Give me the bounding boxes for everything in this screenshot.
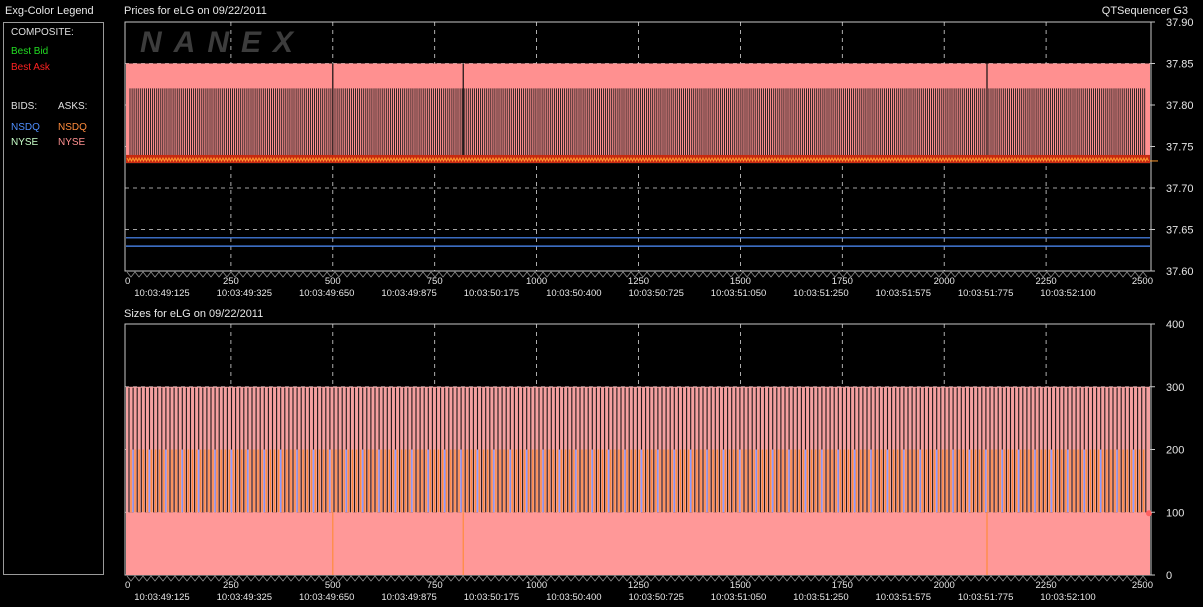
x-axis-ticks <box>126 575 1148 582</box>
ask-nyse-label: NYSE <box>58 137 86 148</box>
ask-nsdq-line <box>126 156 1149 163</box>
x-time-label: 10:03:50:175 <box>464 592 519 603</box>
x-tick-label: 1250 <box>628 580 649 591</box>
x-tick-label: 250 <box>223 580 239 591</box>
x-time-label: 10:03:51:250 <box>793 592 848 603</box>
x-time-label: 10:03:50:725 <box>628 288 683 299</box>
bid-nsdq-label: NSDQ <box>11 122 40 133</box>
x-time-label: 10:03:50:400 <box>546 592 601 603</box>
price-spikes <box>129 88 1146 160</box>
y-tick-label: 37.90 <box>1166 17 1194 29</box>
x-tick-label: 1500 <box>730 580 751 591</box>
x-tick-label: 2500 <box>1132 276 1153 287</box>
x-tick-label: 2000 <box>934 580 955 591</box>
y-tick-label: 37.65 <box>1166 225 1194 237</box>
x-tick-label: 0 <box>125 276 130 287</box>
best-ask-label: Best Ask <box>11 62 50 73</box>
price-chart-title: Prices for eLG on 09/22/2011 <box>124 5 267 17</box>
x-time-label: 10:03:49:650 <box>299 288 354 299</box>
y-tick-label: 37.70 <box>1166 183 1194 195</box>
x-time-label: 10:03:49:325 <box>217 288 272 299</box>
app-title: QTSequencer G3 <box>1101 5 1188 17</box>
x-tick-label: 500 <box>325 276 341 287</box>
y-tick-label: 37.80 <box>1166 100 1194 112</box>
y-tick-label: 37.75 <box>1166 142 1194 154</box>
x-tick-label: 1250 <box>628 276 649 287</box>
x-tick-label: 1750 <box>832 276 853 287</box>
x-tick-label: 2000 <box>934 276 955 287</box>
y-tick-label: 0 <box>1166 570 1172 582</box>
x-tick-label: 1000 <box>526 276 547 287</box>
x-tick-label: 750 <box>427 580 443 591</box>
x-time-label: 10:03:50:175 <box>464 288 519 299</box>
x-tick-label: 0 <box>125 580 130 591</box>
x-time-label: 10:03:49:325 <box>217 592 272 603</box>
x-time-label: 10:03:52:100 <box>1040 592 1095 603</box>
x-axis-ticks <box>126 271 1148 278</box>
size-base-area <box>126 512 1150 575</box>
x-tick-label: 2500 <box>1132 580 1153 591</box>
composite-label: COMPOSITE: <box>11 27 74 38</box>
x-time-label: 10:03:52:100 <box>1040 288 1095 299</box>
best-bid-label: Best Bid <box>11 46 49 57</box>
y-tick-label: 100 <box>1166 507 1184 519</box>
legend-title: Exg-Color Legend <box>5 5 94 17</box>
size-nsdq-bid-columns <box>132 449 1135 513</box>
x-tick-label: 500 <box>325 580 341 591</box>
x-time-label: 10:03:49:650 <box>299 592 354 603</box>
nanex-watermark: NANEX <box>140 26 305 59</box>
legend-panel: COMPOSITE: Best Bid Best Ask BIDS: ASKS:… <box>3 22 104 575</box>
x-time-label: 10:03:51:050 <box>711 288 766 299</box>
x-tick-label: 1750 <box>832 580 853 591</box>
x-time-label: 10:03:51:575 <box>876 288 931 299</box>
x-tick-label: 750 <box>427 276 443 287</box>
ask-nsdq-label: NSDQ <box>58 122 87 133</box>
x-time-label: 10:03:49:875 <box>381 592 436 603</box>
asks-label: ASKS: <box>58 101 88 112</box>
size-chart-title: Sizes for eLG on 09/22/2011 <box>124 308 264 320</box>
price-chart: NANEX 37.60 37.65 37.70 37.75 37.80 37.85 37.90… <box>124 17 1194 299</box>
x-time-label: 10:03:50:725 <box>628 592 683 603</box>
x-tick-label: 250 <box>223 276 239 287</box>
size-chart: 0 100 200 300 400 0 250 500 750 1000 1250 1500 1750 2… <box>124 319 1184 603</box>
y-tick-label: 300 <box>1166 382 1184 394</box>
x-time-label: 10:03:51:575 <box>876 592 931 603</box>
x-tick-label: 2250 <box>1036 276 1057 287</box>
x-time-label: 10:03:51:050 <box>711 592 766 603</box>
x-time-label: 10:03:51:775 <box>958 288 1013 299</box>
x-tick-label: 1500 <box>730 276 751 287</box>
y-tick-label: 37.60 <box>1166 266 1194 278</box>
x-time-label: 10:03:49:875 <box>381 288 436 299</box>
x-time-label: 10:03:51:250 <box>793 288 848 299</box>
bids-label: BIDS: <box>11 101 38 112</box>
size-nsdq-columns <box>130 449 1145 513</box>
x-time-label: 10:03:49:125 <box>134 288 189 299</box>
y-tick-label: 400 <box>1166 319 1184 331</box>
bid-nyse-label: NYSE <box>11 137 39 148</box>
x-tick-label: 2250 <box>1036 580 1057 591</box>
x-time-label: 10:03:50:400 <box>546 288 601 299</box>
x-tick-label: 1000 <box>526 580 547 591</box>
y-tick-label: 200 <box>1166 445 1184 457</box>
size-end-marker <box>1146 510 1152 517</box>
x-time-label: 10:03:51:775 <box>958 592 1013 603</box>
x-time-label: 10:03:49:125 <box>134 592 189 603</box>
y-tick-label: 37.85 <box>1166 59 1194 71</box>
